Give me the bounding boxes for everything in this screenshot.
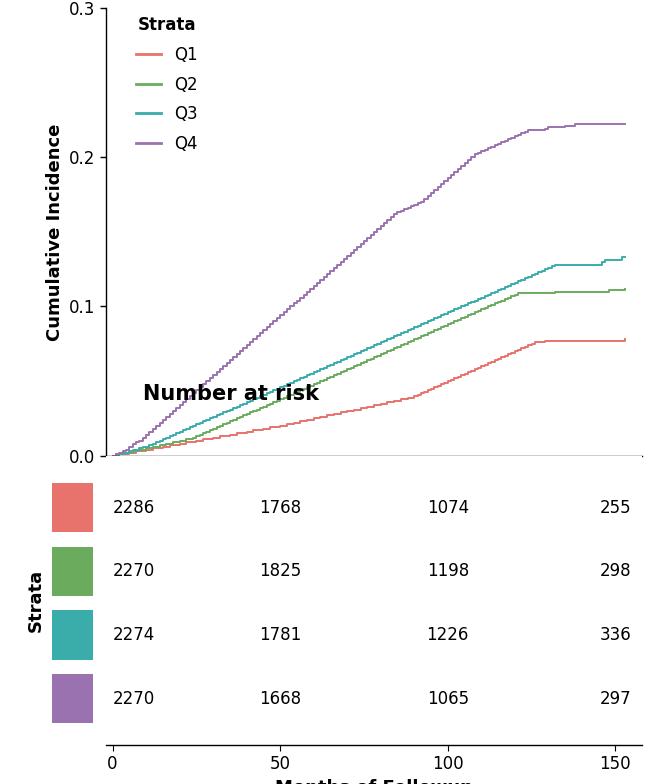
- Text: Strata: Strata: [27, 568, 45, 632]
- Bar: [52, 546, 93, 596]
- X-axis label: Months of Followup: Months of Followup: [275, 490, 473, 508]
- Text: 1226: 1226: [426, 626, 469, 644]
- Text: 1825: 1825: [259, 562, 301, 580]
- Bar: [52, 674, 93, 723]
- Text: 1668: 1668: [259, 690, 301, 707]
- Text: 1065: 1065: [427, 690, 469, 707]
- Legend: Q1, Q2, Q3, Q4: Q1, Q2, Q3, Q4: [136, 16, 198, 153]
- Text: 2270: 2270: [113, 562, 155, 580]
- Text: 1781: 1781: [259, 626, 301, 644]
- Text: 298: 298: [600, 562, 631, 580]
- Text: 1198: 1198: [426, 562, 469, 580]
- Text: 1074: 1074: [427, 499, 469, 517]
- Text: 2274: 2274: [113, 626, 155, 644]
- Y-axis label: Cumulative Incidence: Cumulative Incidence: [46, 123, 64, 340]
- Text: 297: 297: [600, 690, 631, 707]
- Bar: [52, 483, 93, 532]
- Bar: [52, 611, 93, 659]
- Text: Number at risk: Number at risk: [144, 384, 320, 404]
- Text: 255: 255: [600, 499, 631, 517]
- X-axis label: Months of Followup: Months of Followup: [275, 779, 473, 784]
- Text: 336: 336: [600, 626, 631, 644]
- Text: 2270: 2270: [113, 690, 155, 707]
- Text: 2286: 2286: [113, 499, 155, 517]
- Text: 1768: 1768: [259, 499, 301, 517]
